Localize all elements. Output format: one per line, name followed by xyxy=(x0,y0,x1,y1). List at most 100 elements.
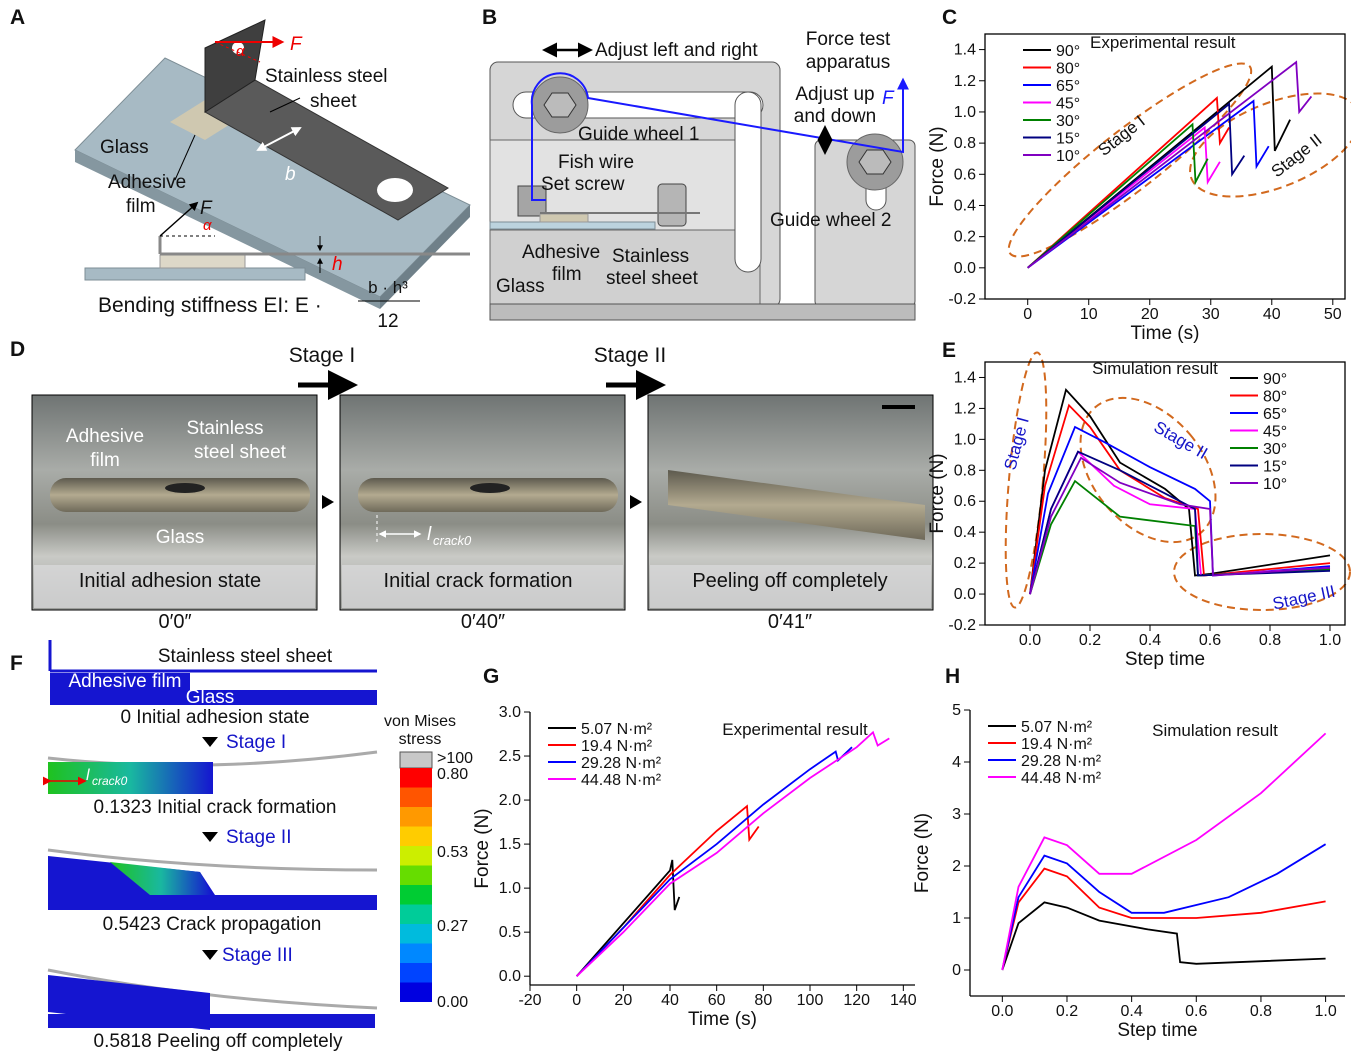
x-tick-label: 0.0 xyxy=(1019,632,1041,649)
glass xyxy=(48,895,377,910)
series-line xyxy=(1030,481,1330,594)
y-tick-label: 1.0 xyxy=(499,880,521,897)
y-tick-label: 1.2 xyxy=(954,400,976,417)
arrow xyxy=(202,950,218,960)
panel-letter: E xyxy=(942,339,956,362)
label: Force test xyxy=(806,29,891,50)
annotation: Experimental result xyxy=(722,720,868,739)
caption: Initial crack formation xyxy=(384,570,573,592)
legend-label: 80° xyxy=(1263,389,1287,406)
y-axis-label: Force (N) xyxy=(927,453,948,533)
label: film xyxy=(126,196,156,217)
panel-letter: C xyxy=(942,6,957,29)
label: Stainless xyxy=(612,246,689,267)
colorbar-segment xyxy=(400,788,432,808)
legend-label: 5.07 N·m² xyxy=(1021,719,1093,736)
colorbar-segment xyxy=(400,827,432,847)
y-tick-label: 1.4 xyxy=(954,42,976,59)
label: Fish wire xyxy=(558,152,634,173)
x-axis-label: Step time xyxy=(1117,1020,1197,1041)
y-tick-label: 2.0 xyxy=(499,792,521,809)
legend-label: 44.48 N·m² xyxy=(581,772,662,789)
colorbar xyxy=(400,752,432,1002)
y-tick-label: 3 xyxy=(952,806,961,823)
x-tick-label: 30 xyxy=(1202,306,1220,323)
legend-label: 90° xyxy=(1263,371,1287,388)
y-tick-label: 2.5 xyxy=(499,748,521,765)
label: Stainless steel xyxy=(265,66,388,87)
colorbar-segment xyxy=(400,944,432,964)
clamp xyxy=(658,184,686,226)
panel-letter: D xyxy=(10,338,25,361)
page: {"chart_data": [ {"type": "line", "panel… xyxy=(0,0,1351,1051)
y-tick-label: 1.4 xyxy=(954,369,976,386)
legend-label: 29.28 N·m² xyxy=(581,755,662,772)
colorbar-segment xyxy=(400,885,432,905)
colorbar-label: 0.53 xyxy=(437,844,468,861)
panel-letter: B xyxy=(482,6,497,29)
y-tick-label: 0.6 xyxy=(954,493,976,510)
colorbar-segment xyxy=(400,807,432,827)
x-tick-label: 120 xyxy=(843,992,870,1009)
y-tick-label: 0.8 xyxy=(954,135,976,152)
series-line xyxy=(1002,869,1325,970)
stage-label: Stage I xyxy=(226,732,286,753)
stage-label: Stage I xyxy=(289,344,356,367)
glass xyxy=(490,222,655,229)
y-tick-label: 3.0 xyxy=(499,704,521,721)
panel-a: A F α Stainless steel sheet Glass b Adhe… xyxy=(10,6,470,332)
crack-label: l xyxy=(86,767,90,784)
x-tick-label: 0 xyxy=(572,992,581,1009)
x-tick-label: 100 xyxy=(797,992,824,1009)
thickness-label: h xyxy=(332,254,343,275)
stage-label: Stage III xyxy=(222,945,293,966)
x-tick-label: 0.6 xyxy=(1199,632,1221,649)
legend-label: 90° xyxy=(1056,43,1080,60)
label: Adjust left and right xyxy=(595,40,758,61)
label: Stainless steel sheet xyxy=(158,646,333,667)
y-tick-label: 0.8 xyxy=(954,462,976,479)
y-tick-label: 2 xyxy=(952,858,961,875)
colorbar-segment xyxy=(400,846,432,866)
colorbar-segment xyxy=(400,905,432,925)
label: Adhesive xyxy=(108,172,186,193)
colorbar-segment xyxy=(400,963,432,983)
photo: Peeling off completely xyxy=(648,395,933,610)
film-stress xyxy=(48,762,213,794)
spot xyxy=(165,483,205,493)
force-label: F xyxy=(882,88,895,109)
crack-label: crack0 xyxy=(92,774,128,788)
x-tick-label: 1.0 xyxy=(1314,1003,1336,1020)
label: film xyxy=(552,264,582,285)
annotation: Stage II xyxy=(1268,130,1326,181)
spot xyxy=(470,483,510,493)
y-tick-label: 0.4 xyxy=(954,524,976,541)
arrow xyxy=(630,495,642,509)
label: apparatus xyxy=(806,52,891,73)
label: Adhesive xyxy=(522,242,600,263)
legend-label: 65° xyxy=(1263,406,1287,423)
panel-f: F Stainless steel sheet Adhesive film Gl… xyxy=(10,640,473,1051)
x-tick-label: 0 xyxy=(1023,306,1032,323)
figure: A F α Stainless steel sheet Glass b Adhe… xyxy=(0,0,1351,1051)
stage-ellipse xyxy=(992,43,1268,277)
panel-letter: G xyxy=(483,665,499,688)
x-tick-label: 10 xyxy=(1080,306,1098,323)
x-axis-label: Time (s) xyxy=(688,1009,757,1030)
y-tick-label: 0.0 xyxy=(954,260,976,277)
y-tick-label: 0.2 xyxy=(954,229,976,246)
label: Adhesive film xyxy=(69,671,182,692)
x-tick-label: 20 xyxy=(1141,306,1159,323)
y-tick-label: 1.0 xyxy=(954,104,976,121)
x-tick-label: 80 xyxy=(754,992,772,1009)
angle-label: α xyxy=(236,43,245,60)
y-axis-label: Force (N) xyxy=(472,808,493,888)
label: steel sheet xyxy=(606,268,699,289)
y-tick-label: 4 xyxy=(952,754,961,771)
x-tick-label: 0.4 xyxy=(1121,1003,1143,1020)
panel-letter: F xyxy=(10,652,23,675)
panel-letter: H xyxy=(945,665,960,688)
annotation: Simulation result xyxy=(1152,721,1278,740)
legend-label: 19.4 N·m² xyxy=(581,738,653,755)
label: sheet xyxy=(310,91,357,112)
